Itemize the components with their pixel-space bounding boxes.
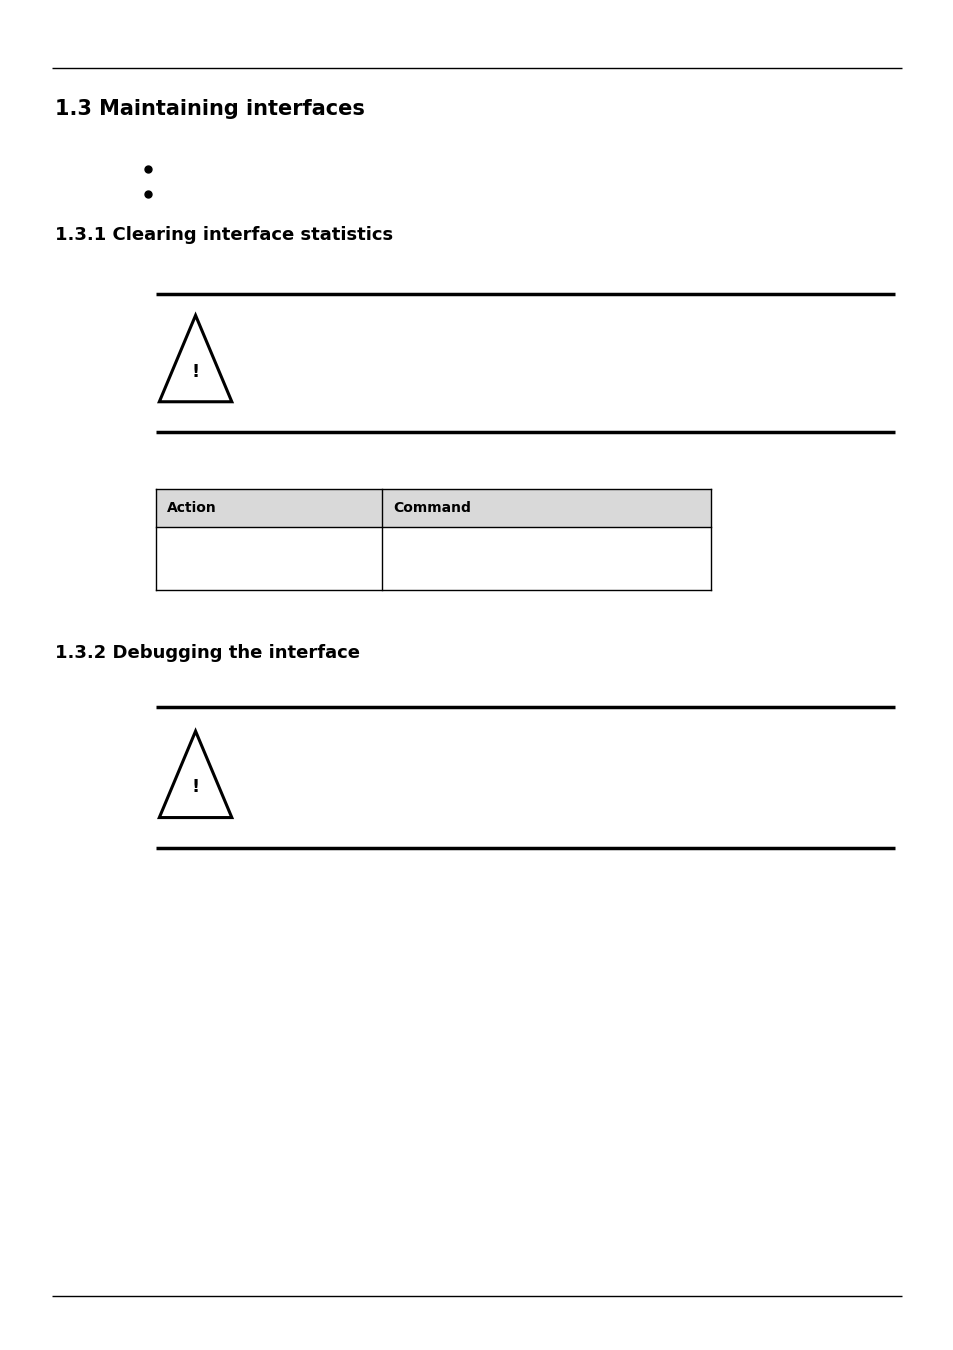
Bar	[155, 489, 710, 528]
Text: Action: Action	[167, 501, 216, 514]
Text: 1.3.2 Debugging the interface: 1.3.2 Debugging the interface	[55, 644, 360, 663]
Text: !: !	[192, 779, 199, 796]
Text: Command: Command	[393, 501, 471, 514]
Text: 1.3 Maintaining interfaces: 1.3 Maintaining interfaces	[55, 100, 365, 119]
Text: !: !	[192, 363, 199, 381]
Text: 1.3.1 Clearing interface statistics: 1.3.1 Clearing interface statistics	[55, 225, 393, 244]
